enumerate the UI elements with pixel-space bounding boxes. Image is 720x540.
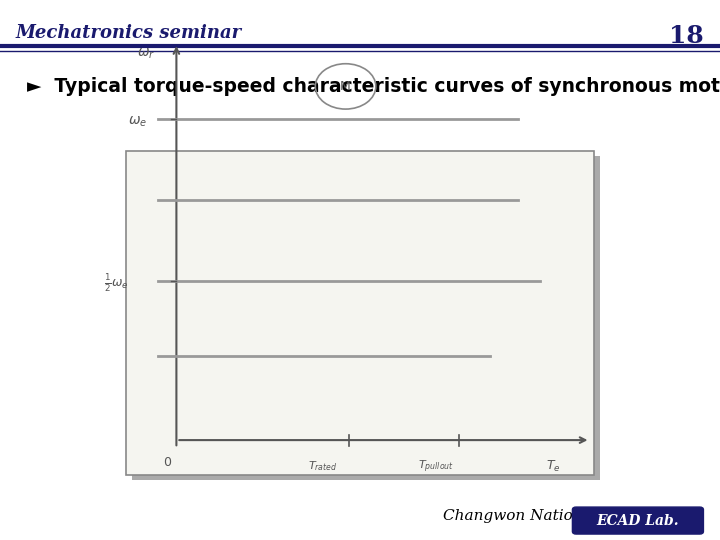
Text: ►  Typical torque-speed characteristic curves of synchronous motors: ► Typical torque-speed characteristic cu… xyxy=(27,77,720,96)
Text: 0: 0 xyxy=(163,456,171,469)
FancyBboxPatch shape xyxy=(572,507,703,534)
FancyBboxPatch shape xyxy=(132,156,600,480)
Text: M: M xyxy=(341,80,351,93)
Text: 18: 18 xyxy=(670,24,704,48)
Text: $T_{pullout}$: $T_{pullout}$ xyxy=(418,459,454,475)
Text: $\omega_e$: $\omega_e$ xyxy=(128,114,148,129)
Text: $\frac{1}{2}\omega_e$: $\frac{1}{2}\omega_e$ xyxy=(104,273,128,294)
Text: $\omega_r$: $\omega_r$ xyxy=(137,47,155,61)
Text: ECAD Lab.: ECAD Lab. xyxy=(597,514,679,528)
Text: $T_{rated}$: $T_{rated}$ xyxy=(307,459,338,473)
Text: $T_e$: $T_e$ xyxy=(546,459,560,474)
FancyBboxPatch shape xyxy=(126,151,594,475)
Text: Changwon National Univ.: Changwon National Univ. xyxy=(443,509,641,523)
Text: Mechatronics seminar: Mechatronics seminar xyxy=(16,24,242,42)
